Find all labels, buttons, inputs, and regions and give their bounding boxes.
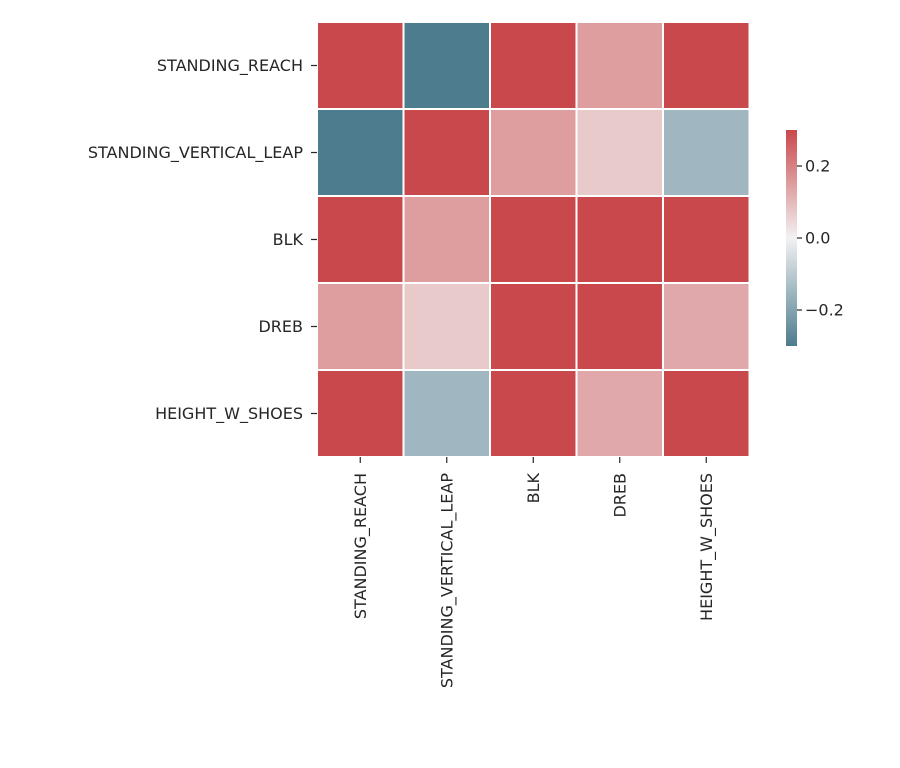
heatmap-cell bbox=[575, 108, 664, 197]
colorbar: 0.2 0.0 −0.2 bbox=[786, 130, 844, 346]
heatmap-cell bbox=[316, 369, 405, 458]
heatmap-cell bbox=[402, 369, 491, 458]
colorbar-tick-label: −0.2 bbox=[805, 301, 844, 320]
column-labels: STANDING_REACH STANDING_VERTICAL_LEAP BLK D… bbox=[351, 457, 717, 688]
y-tick-label: DREB bbox=[258, 317, 303, 336]
x-tick-label: STANDING_REACH bbox=[351, 473, 371, 619]
heatmap-cell bbox=[489, 21, 578, 110]
y-tick-label: HEIGHT_W_SHOES bbox=[155, 404, 303, 424]
colorbar-tick-label: 0.2 bbox=[805, 157, 830, 176]
heatmap-cell bbox=[316, 195, 405, 284]
heatmap-cells bbox=[316, 21, 751, 458]
heatmap-cell bbox=[489, 195, 578, 284]
heatmap-cell bbox=[489, 108, 578, 197]
heatmap-cell bbox=[489, 282, 578, 371]
heatmap-cell bbox=[402, 21, 491, 110]
x-tick-label: HEIGHT_W_SHOES bbox=[697, 473, 717, 621]
heatmap-cell bbox=[575, 282, 664, 371]
heatmap-cell bbox=[662, 369, 751, 458]
x-tick-label: BLK bbox=[524, 473, 543, 504]
heatmap-cell bbox=[402, 282, 491, 371]
y-tick-label: STANDING_REACH bbox=[157, 56, 303, 76]
heatmap-cell bbox=[575, 195, 664, 284]
heatmap-cell bbox=[316, 108, 405, 197]
heatmap-cell bbox=[662, 108, 751, 197]
x-tick-label: STANDING_VERTICAL_LEAP bbox=[437, 473, 457, 689]
heatmap-cell bbox=[402, 195, 491, 284]
colorbar-tick-label: 0.0 bbox=[805, 229, 830, 248]
x-tick-label: DREB bbox=[610, 473, 629, 518]
colorbar-ticks: 0.2 0.0 −0.2 bbox=[797, 157, 844, 320]
heatmap-cell bbox=[316, 21, 405, 110]
heatmap-cell bbox=[575, 369, 664, 458]
heatmap-cell bbox=[489, 369, 578, 458]
row-labels: STANDING_REACH STANDING_VERTICAL_LEAP BLK D… bbox=[88, 56, 317, 424]
colorbar-gradient bbox=[786, 130, 797, 346]
y-tick-label: STANDING_VERTICAL_LEAP bbox=[88, 143, 304, 163]
heatmap-cell bbox=[662, 21, 751, 110]
heatmap-cell bbox=[402, 108, 491, 197]
heatmap-cell bbox=[662, 282, 751, 371]
heatmap-cell bbox=[662, 195, 751, 284]
heatmap-cell bbox=[575, 21, 664, 110]
y-tick-label: BLK bbox=[273, 230, 304, 249]
heatmap-cell bbox=[316, 282, 405, 371]
